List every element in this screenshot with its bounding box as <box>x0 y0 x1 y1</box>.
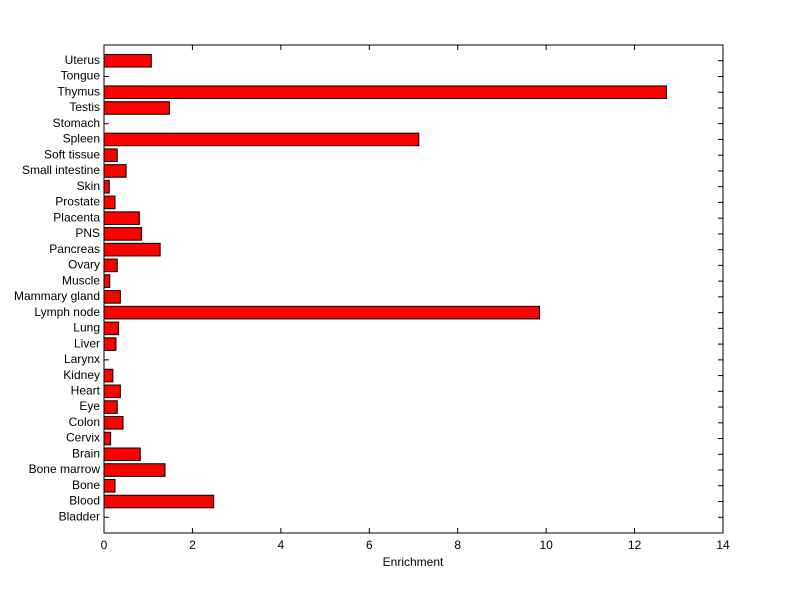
bar <box>103 494 215 509</box>
bar <box>103 242 161 257</box>
y-tick-label: Kidney <box>63 368 100 382</box>
bar <box>103 337 117 351</box>
bar <box>103 101 170 115</box>
x-tick-label: 14 <box>716 538 730 552</box>
bar <box>103 148 118 162</box>
y-tick-label: Bladder <box>59 509 100 523</box>
y-tick-label: Heart <box>71 383 101 397</box>
bar <box>103 321 120 336</box>
bar <box>103 258 118 273</box>
bar <box>103 431 112 446</box>
x-axis-label: Enrichment <box>383 555 444 569</box>
y-tick-label: Bone marrow <box>29 462 101 476</box>
bar <box>103 227 143 241</box>
y-tick-label: Liver <box>74 336 100 350</box>
y-tick-label: Spleen <box>63 132 100 146</box>
y-tick-label: Muscle <box>62 273 100 287</box>
y-tick-label: Testis <box>69 100 100 114</box>
bar <box>103 53 152 68</box>
y-tick-label: Prostate <box>55 195 100 209</box>
bar <box>103 132 420 147</box>
y-tick-label: Pancreas <box>49 242 100 256</box>
bar <box>103 463 166 477</box>
bar <box>103 416 124 430</box>
y-tick-label: PNS <box>75 226 100 240</box>
y-tick-label: Cervix <box>66 431 100 445</box>
bar <box>103 305 541 320</box>
y-tick-label: Uterus <box>65 53 100 67</box>
x-tick-label: 6 <box>366 538 373 552</box>
y-tick-label: Eye <box>79 399 100 413</box>
plot-frame <box>103 44 724 534</box>
y-tick-label: Soft tissue <box>44 147 100 161</box>
y-tick-label: Lung <box>73 321 100 335</box>
y-tick-label: Thymus <box>57 84 100 98</box>
y-tick-label: Blood <box>69 494 100 508</box>
bar <box>103 179 110 194</box>
bar <box>103 164 127 178</box>
bar <box>103 195 116 210</box>
y-tick-label: Skin <box>77 179 100 193</box>
x-tick-label: 2 <box>189 538 196 552</box>
y-tick-label: Stomach <box>53 116 100 130</box>
y-tick-label: Bone <box>72 478 100 492</box>
y-tick-label: Lymph node <box>34 305 100 319</box>
bar <box>103 478 116 493</box>
bar <box>103 274 111 288</box>
bar <box>103 447 141 462</box>
y-tick-label: Ovary <box>68 258 100 272</box>
bar <box>103 368 114 383</box>
y-tick-label: Brain <box>72 446 100 460</box>
bar <box>103 290 121 304</box>
x-tick-label: 8 <box>454 538 461 552</box>
bar <box>103 211 140 225</box>
x-tick-label: 10 <box>539 538 553 552</box>
bar <box>103 85 667 100</box>
y-tick-label: Small intestine <box>22 163 100 177</box>
y-tick-label: Larynx <box>64 352 100 366</box>
bar <box>103 400 118 414</box>
y-tick-label: Mammary gland <box>14 289 100 303</box>
x-tick-label: 12 <box>628 538 642 552</box>
y-tick-label: Placenta <box>53 210 100 224</box>
y-tick-label: Colon <box>69 415 100 429</box>
x-tick-label: 4 <box>278 538 285 552</box>
x-tick-label: 0 <box>101 538 108 552</box>
y-tick-label: Tongue <box>61 69 101 83</box>
bar <box>103 384 121 399</box>
